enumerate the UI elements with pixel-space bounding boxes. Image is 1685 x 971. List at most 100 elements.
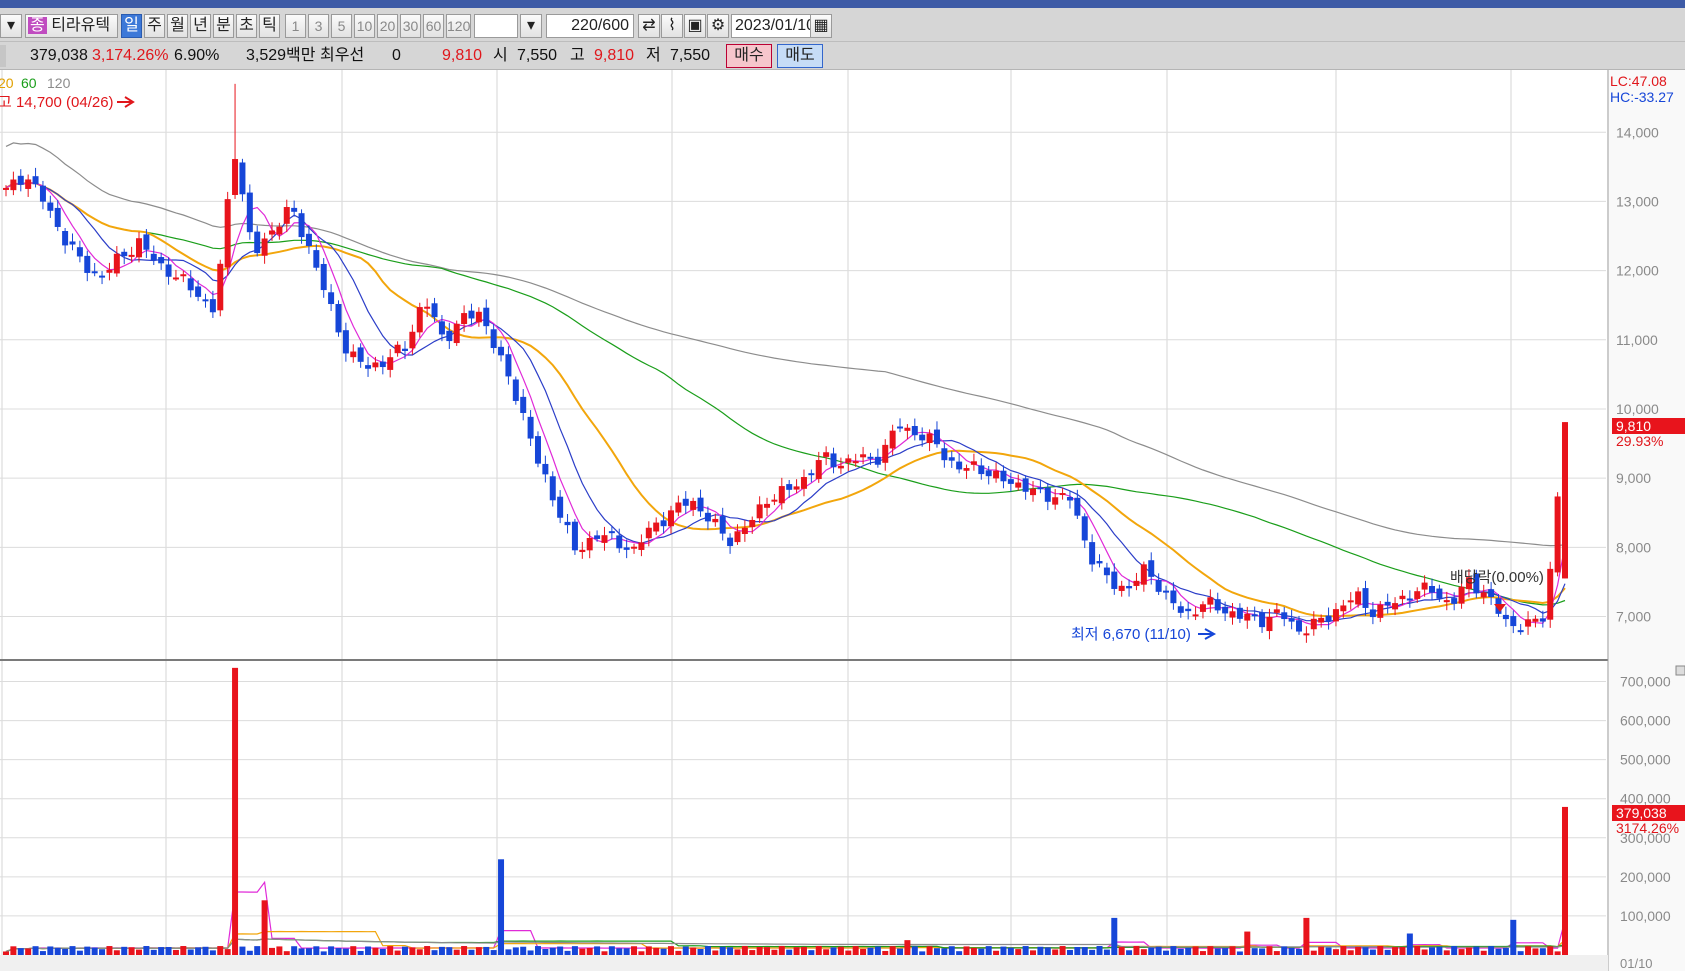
volume-bar bbox=[365, 946, 372, 955]
volume-bar bbox=[291, 946, 298, 955]
interval-60-button[interactable]: 60 bbox=[423, 14, 444, 38]
candle-body bbox=[638, 542, 645, 550]
candle-body bbox=[1251, 614, 1258, 617]
candle-body bbox=[911, 426, 918, 436]
candle-body bbox=[970, 461, 977, 465]
buy-button[interactable]: 매수 bbox=[726, 44, 772, 68]
volume-bar bbox=[10, 946, 17, 955]
low-value: 7,550 bbox=[670, 47, 711, 64]
candle-body bbox=[1362, 588, 1369, 608]
volume-bar bbox=[682, 946, 689, 955]
interval-select[interactable] bbox=[474, 14, 518, 38]
period-month-button[interactable]: 월 bbox=[167, 14, 188, 38]
volume-bar bbox=[1465, 947, 1472, 955]
candle-body bbox=[424, 306, 431, 309]
candle-body bbox=[3, 187, 9, 190]
candle-body bbox=[1199, 604, 1206, 612]
candle-body bbox=[416, 307, 423, 333]
period-year-button[interactable]: 년 bbox=[190, 14, 211, 38]
candle-body bbox=[401, 348, 408, 351]
candle-body bbox=[1406, 598, 1413, 601]
chevron-down-icon[interactable]: ▾ bbox=[520, 14, 542, 38]
candle-body bbox=[933, 429, 940, 445]
candle-body bbox=[1399, 595, 1406, 600]
candle-body bbox=[1421, 582, 1428, 590]
y-tick-label: 13,000 bbox=[1616, 193, 1659, 209]
volume-bar bbox=[128, 947, 135, 955]
volume-bar bbox=[172, 949, 179, 955]
date-input[interactable]: 2023/01/10 bbox=[731, 14, 815, 38]
open-value: 7,550 bbox=[517, 47, 558, 64]
candle-body bbox=[1163, 590, 1170, 593]
volume-bar bbox=[897, 948, 904, 955]
candle-body bbox=[623, 547, 630, 550]
candle-body bbox=[106, 269, 113, 273]
volume-bar bbox=[1318, 946, 1325, 955]
x-tick-label: 01/10 bbox=[1620, 956, 1653, 971]
chart-type-icon[interactable]: ⇄ bbox=[638, 14, 660, 38]
interval-30-button[interactable]: 30 bbox=[400, 14, 421, 38]
period-week-button[interactable]: 주 bbox=[144, 14, 165, 38]
volume-bar bbox=[483, 946, 490, 955]
volume-bar bbox=[1517, 951, 1524, 955]
period-tick-button[interactable]: 틱 bbox=[259, 14, 280, 38]
interval-120-button[interactable]: 120 bbox=[446, 14, 471, 38]
period-second-button[interactable]: 초 bbox=[236, 14, 257, 38]
calendar-icon[interactable]: ▦ bbox=[810, 14, 832, 38]
high-marker-label: 고 14,700 (04/26) bbox=[0, 94, 114, 111]
candle-body bbox=[135, 238, 142, 258]
line-tool-icon[interactable]: ⌇ bbox=[661, 14, 683, 38]
last-volume-value: 379,038 bbox=[1616, 805, 1667, 821]
volume-bar bbox=[187, 949, 194, 955]
candle-body bbox=[941, 448, 948, 461]
save-icon[interactable]: ▣ bbox=[684, 14, 706, 38]
volume-bar bbox=[860, 948, 867, 955]
volume-tick-label: 300,000 bbox=[1620, 830, 1671, 846]
volume-bar bbox=[350, 946, 357, 955]
candle-body bbox=[1089, 542, 1096, 565]
candle-body bbox=[298, 213, 305, 238]
interval-1-button[interactable]: 1 bbox=[285, 14, 306, 38]
volume-bar bbox=[815, 946, 822, 955]
candle-body bbox=[520, 396, 527, 413]
candle-body bbox=[904, 427, 911, 431]
candle-body bbox=[246, 192, 253, 233]
volume-bar bbox=[1436, 946, 1443, 955]
volume-bar bbox=[1103, 949, 1110, 955]
candle-body bbox=[335, 303, 342, 333]
candle-body bbox=[1015, 482, 1022, 488]
sell-button[interactable]: 매도 bbox=[777, 44, 823, 68]
stock-selector[interactable]: 종 티라유텍 bbox=[25, 14, 118, 38]
interval-20-button[interactable]: 20 bbox=[377, 14, 398, 38]
dropdown-icon[interactable]: ▾ bbox=[0, 14, 22, 38]
candle-body bbox=[1118, 585, 1125, 591]
volume-bar bbox=[372, 947, 379, 955]
turnover-value: 6.90% bbox=[174, 47, 220, 64]
volume-bar bbox=[394, 950, 401, 955]
volume-bar bbox=[113, 950, 120, 955]
period-day-button[interactable]: 일 bbox=[121, 14, 142, 38]
candle-body bbox=[734, 531, 741, 543]
candle-body bbox=[667, 510, 674, 527]
candle-body bbox=[978, 465, 985, 475]
candle-body bbox=[150, 253, 157, 261]
volume-bar bbox=[527, 950, 534, 955]
count-input[interactable]: 220/600 bbox=[546, 14, 634, 38]
legend-ma120: 120 bbox=[47, 75, 71, 91]
interval-5-button[interactable]: 5 bbox=[331, 14, 352, 38]
best-bid-value: 0 bbox=[392, 47, 401, 64]
candle-body bbox=[357, 347, 364, 362]
candle-body bbox=[320, 263, 327, 291]
gear-icon[interactable]: ⚙ bbox=[707, 14, 729, 38]
candle-body bbox=[830, 453, 837, 468]
period-minute-button[interactable]: 분 bbox=[213, 14, 234, 38]
volume-bar bbox=[1022, 946, 1029, 955]
candle-body bbox=[1096, 561, 1103, 564]
last-volume-tag bbox=[1612, 805, 1685, 821]
candle-body bbox=[91, 271, 98, 274]
interval-10-button[interactable]: 10 bbox=[354, 14, 375, 38]
pane-close-icon bbox=[1675, 665, 1685, 676]
interval-3-button[interactable]: 3 bbox=[308, 14, 329, 38]
candle-body bbox=[17, 175, 24, 185]
